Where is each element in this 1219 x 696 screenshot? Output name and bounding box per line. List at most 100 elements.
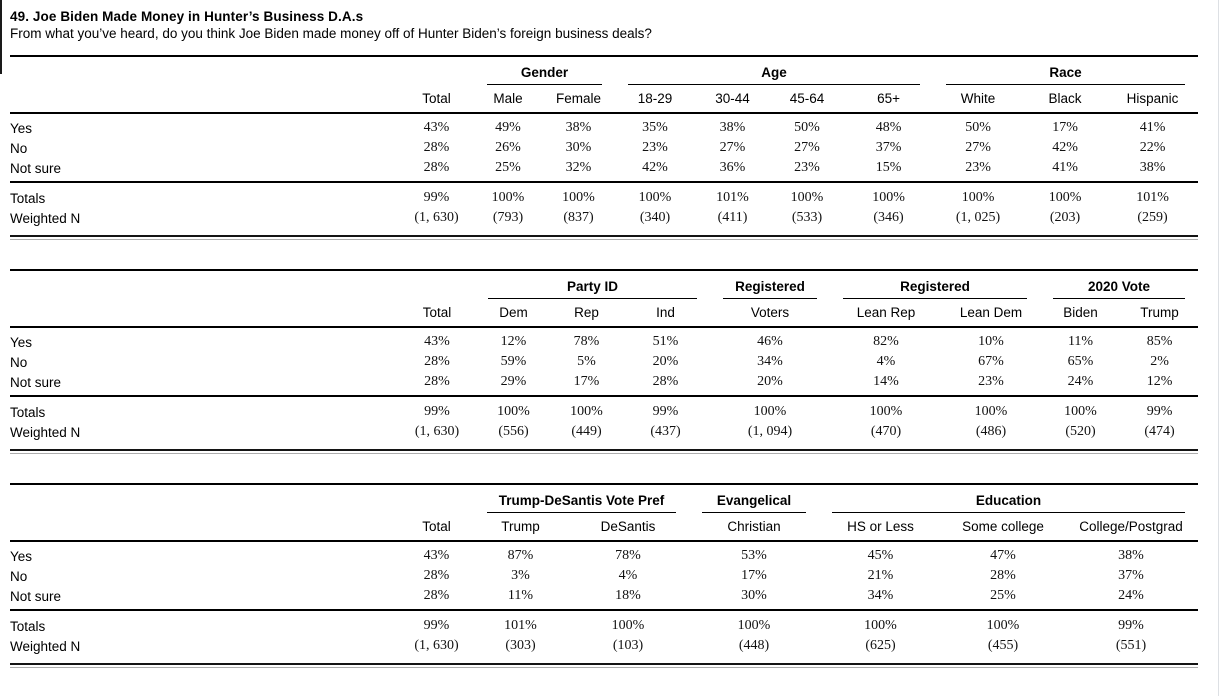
column-header-trump: Trump (474, 513, 567, 542)
table-row-no: No 28% 59% 5% 20% 34% 4% 67% 65% 2% (10, 352, 1198, 372)
value-cell: 49% (495, 120, 521, 135)
page-edge-mark (0, 0, 2, 74)
value-cell: 23% (978, 374, 1004, 389)
value-cell: 20% (652, 354, 679, 369)
column-header-voters: Voters (710, 299, 831, 328)
value-cell: (448) (738, 638, 770, 653)
value-cell: 32% (565, 160, 592, 175)
column-header-row: Total Male Female 18-29 30-44 45-64 65+ White Bl… (10, 85, 1199, 114)
row-label: No (10, 140, 28, 156)
column-group-label: Registered (843, 279, 1028, 299)
value-cell: 101% (1107, 181, 1199, 208)
value-cell: 59% (500, 354, 527, 369)
value-cell: 100% (942, 395, 1041, 422)
value-cell: 11% (1067, 334, 1094, 349)
value-cell: 28% (423, 160, 450, 175)
value-cell: 46% (757, 334, 783, 349)
table-row-weighted-n: Weighted N (1, 630) (303) (103) (448) (625) (4… (10, 636, 1198, 663)
column-header-45-64: 45-64 (770, 85, 845, 114)
value-cell: 99% (399, 181, 474, 208)
value-cell: (474) (1144, 424, 1175, 439)
row-label: Totals (10, 181, 399, 208)
value-cell: 50% (794, 120, 820, 135)
crosstab-table-demographics: Gender Age Race Total Male Female 18-29 30-44 45… (10, 55, 1199, 235)
value-cell: 26% (495, 140, 521, 155)
value-cell: 100% (942, 609, 1065, 636)
column-group-label: Trump-DeSantis Vote Pref (487, 493, 677, 513)
column-header-male: Male (474, 85, 542, 114)
value-cell: (449) (571, 424, 602, 439)
table-row-totals: Totals 99% 100% 100% 100% 101% 100% 100% 100% 100… (10, 181, 1199, 208)
value-cell: (837) (563, 210, 594, 225)
table-row-not-sure: Not sure 28% 25% 32% 42% 36% 23% 15% 23% 41% 38% (10, 158, 1198, 182)
column-group-trump-desantis-vote-pref: Trump-DeSantis Vote Pref (474, 484, 689, 513)
value-cell: 47% (990, 548, 1016, 563)
column-group-age: Age (615, 56, 933, 85)
row-label: Not sure (10, 160, 62, 176)
row-label: Not sure (10, 588, 62, 604)
value-cell: 99% (399, 395, 475, 422)
value-cell: (437) (650, 424, 681, 439)
column-header-row: Total Dem Rep Ind Voters Lean Rep Lean Dem Bide… (10, 299, 1199, 328)
summary-rows: Totals 99% 100% 100% 100% 101% 100% 100% 100% 100… (10, 181, 1199, 235)
value-cell: (793) (492, 210, 524, 225)
value-cell: 25% (990, 588, 1016, 603)
column-group-registered: Registered (710, 270, 830, 299)
value-cell: 5% (577, 354, 596, 369)
value-cell: 21% (867, 568, 894, 583)
value-cell: 101% (474, 609, 567, 636)
column-header-white: White (933, 85, 1024, 114)
value-cell: 38% (1118, 548, 1144, 563)
value-cell: 23% (642, 140, 668, 155)
value-cell: 12% (500, 334, 527, 349)
column-header-christian: Christian (689, 513, 820, 542)
value-cell: 42% (642, 160, 668, 175)
value-cell: 45% (867, 548, 894, 563)
column-group-2020-vote: 2020 Vote (1040, 270, 1198, 299)
value-cell: 48% (875, 120, 902, 135)
value-cell: 100% (770, 181, 845, 208)
column-header-some-college: Some college (942, 513, 1065, 542)
value-cell: (551) (1115, 638, 1147, 653)
value-cell: (1, 094) (747, 424, 793, 439)
value-cell: 14% (873, 374, 899, 389)
value-cell: 37% (875, 140, 902, 155)
value-cell: 100% (615, 181, 696, 208)
value-cell: 85% (1146, 334, 1173, 349)
summary-rows: Totals 99% 101% 100% 100% 100% 100% 99% Weighted… (10, 609, 1199, 663)
value-cell: 2% (1150, 354, 1169, 369)
row-label: Not sure (10, 374, 62, 390)
crosstab-table-politics: Party ID Registered Registered 2020 Vote Tot… (10, 269, 1199, 449)
crosstab-table-vote-pref-religion-education: Trump-DeSantis Vote Pref Evangelical Educa… (10, 483, 1199, 663)
value-cell: 100% (830, 395, 943, 422)
value-cell: 28% (423, 140, 450, 155)
column-group-evangelical: Evangelical (689, 484, 819, 513)
value-cell: 101% (695, 181, 771, 208)
table-row-not-sure: Not sure 28% 29% 17% 28% 20% 14% 23% 24% 12% (10, 372, 1198, 396)
value-cell: 99% (1064, 609, 1199, 636)
column-header-row: Total Trump DeSantis Christian HS or Less Som… (10, 513, 1199, 542)
value-cell: 36% (719, 160, 746, 175)
value-cell: 22% (1139, 140, 1166, 155)
answer-rows: Yes 43% 49% 38% 35% 38% 50% 48% 50% 17% 41% No 28% 26… (10, 113, 1198, 182)
table-bottom-rule (10, 663, 1198, 668)
column-header-ind: Ind (621, 299, 711, 328)
value-cell: 28% (423, 588, 450, 603)
value-cell: 82% (873, 334, 899, 349)
crosstab-section-vote-pref-religion-education: Trump-DeSantis Vote Pref Evangelical Educa… (10, 483, 1219, 668)
value-cell: 65% (1067, 354, 1094, 369)
column-group-party-id: Party ID (475, 270, 710, 299)
value-cell: 17% (1052, 120, 1078, 135)
column-header-college-postgrad: College/Postgrad (1064, 513, 1199, 542)
group-header-row: Party ID Registered Registered 2020 Vote (10, 270, 1198, 299)
table-row-weighted-n: Weighted N (1, 630) (556) (449) (437) (1, 094… (10, 422, 1198, 449)
value-cell: (303) (505, 638, 536, 653)
value-cell: (486) (975, 424, 1007, 439)
value-cell: 100% (710, 395, 831, 422)
column-header-hs-or-less: HS or Less (819, 513, 943, 542)
crosstab-page: 49. Joe Biden Made Money in Hunter’s Bus… (10, 9, 1219, 668)
value-cell: 100% (542, 181, 616, 208)
value-cell: 30% (741, 588, 767, 603)
value-cell: 78% (615, 548, 641, 563)
crosstab-tables: Gender Age Race Total Male Female 18-29 30-44 45… (10, 55, 1219, 668)
